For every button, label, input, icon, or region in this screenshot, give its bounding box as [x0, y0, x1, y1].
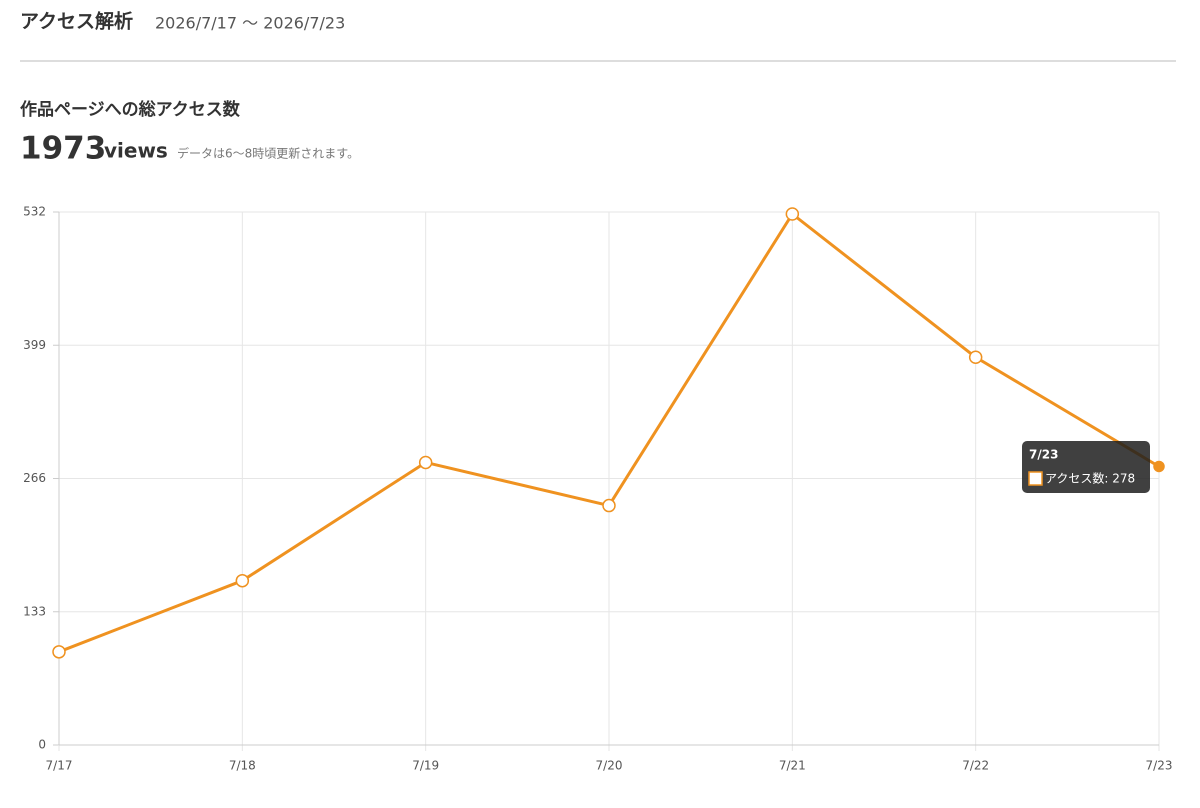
date-range: 2026/7/17 〜 2026/7/23: [155, 14, 345, 33]
y-tick-label: 532: [23, 205, 46, 219]
point: [1153, 460, 1165, 473]
tooltip: 7/23 アクセス数: 278: [1022, 441, 1150, 493]
point: [52, 645, 66, 659]
point: [418, 455, 433, 470]
total-unit: views: [104, 139, 168, 163]
point: [602, 498, 616, 513]
tooltip-swatch: [1028, 471, 1043, 486]
x-tick-label: 7/17: [46, 759, 73, 773]
x-tick-label: 7/19: [412, 759, 439, 773]
total-views: 1973: [20, 131, 106, 167]
tooltip-label: アクセス数: 278: [1045, 471, 1135, 486]
y-tick-label: 399: [23, 338, 46, 352]
x-tick-label: 7/18: [229, 759, 256, 773]
x-tick-label: 7/22: [962, 759, 989, 773]
update-note: データは6〜8時頃更新されます。: [177, 146, 359, 161]
x-tick-label: 7/20: [596, 759, 623, 773]
y-tick-label: 0: [38, 738, 46, 752]
point: [235, 573, 250, 588]
tooltip-box: [1022, 441, 1150, 493]
chart: 0 133 266 399 532 7/17 7/18 7/19 7/20 7/21 7/22 7/2…: [23, 205, 1172, 773]
x-tick-label: 7/21: [779, 759, 806, 773]
point: [968, 350, 983, 365]
x-tick-label: 7/23: [1146, 759, 1173, 773]
tooltip-title: 7/23: [1029, 448, 1058, 462]
y-tick-label: 133: [23, 604, 46, 618]
point: [785, 207, 800, 221]
section-title: 作品ページへの総アクセス数: [20, 99, 241, 120]
y-tick-label: 266: [23, 471, 46, 485]
page-title: アクセス解析: [20, 10, 133, 33]
